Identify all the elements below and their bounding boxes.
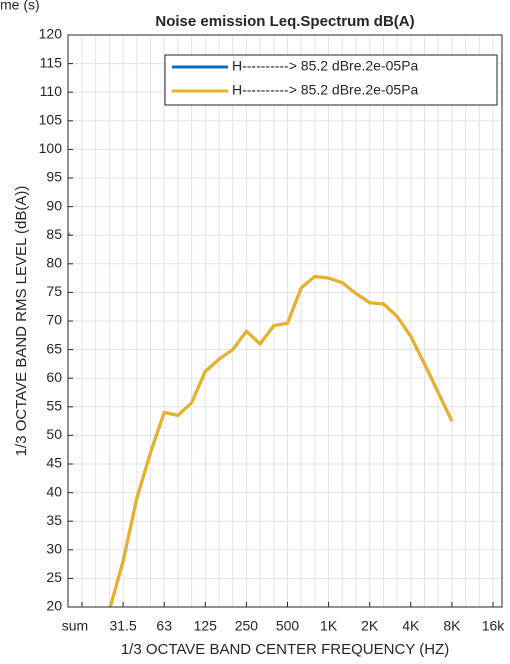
y-tick-label: 85: [46, 226, 62, 242]
x-tick-label: 8K: [443, 618, 461, 634]
y-tick-label: 45: [46, 455, 62, 471]
legend: H----------> 85.2 dBre.2e-05Pa H---------…: [164, 54, 498, 106]
y-tick-label: 95: [46, 169, 62, 185]
y-tick-label: 105: [39, 112, 63, 128]
x-tick-label: 250: [235, 618, 259, 634]
y-tick-label: 90: [46, 197, 62, 213]
y-axis-label: 1/3 OCTAVE BAND RMS LEVEL (dB(A)): [13, 186, 30, 457]
x-tick-label: 31.5: [109, 618, 136, 634]
x-tick-label: 63: [156, 618, 172, 634]
y-tick-label: 50: [46, 426, 62, 442]
y-tick-label: 115: [40, 54, 63, 70]
y-tick-label: 75: [46, 283, 62, 299]
y-tick-label: 40: [46, 483, 62, 499]
y-tick-label: 120: [39, 26, 63, 42]
y-tick-label: 35: [46, 512, 62, 528]
x-tick-label: 125: [194, 618, 218, 634]
y-tick-label: 30: [46, 541, 62, 557]
series-line: [108, 274, 454, 607]
x-tick-label: 4K: [402, 618, 420, 634]
x-tick-label: sum: [62, 618, 88, 634]
y-tick-label: 100: [39, 140, 63, 156]
y-tick-label: 55: [46, 398, 62, 414]
x-tick-label: 1K: [320, 618, 338, 634]
x-tick-label: 500: [276, 618, 300, 634]
y-tick-label: 70: [46, 312, 62, 328]
x-tick-label: 2K: [361, 618, 379, 634]
x-tick-label: 16k: [482, 618, 506, 634]
legend-box: [164, 54, 498, 106]
y-tick-label: 110: [40, 83, 63, 99]
x-axis-label: 1/3 OCTAVE BAND CENTER FREQUENCY (HZ): [121, 641, 449, 658]
chart-title: Noise emission Leq.Spectrum dB(A): [155, 13, 414, 30]
legend-label: H----------> 85.2 dBre.2e-05Pa: [232, 82, 419, 98]
y-tick-label: 25: [46, 569, 62, 585]
lines: [68, 232, 454, 607]
y-tick-label: 20: [46, 598, 62, 614]
y-tick-label: 60: [46, 369, 62, 385]
y-tick-label: 80: [46, 255, 62, 271]
y-tick-label: 65: [46, 340, 62, 356]
corner-text: me (s): [0, 0, 40, 13]
legend-label: H----------> 85.2 dBre.2e-05Pa: [232, 58, 419, 74]
